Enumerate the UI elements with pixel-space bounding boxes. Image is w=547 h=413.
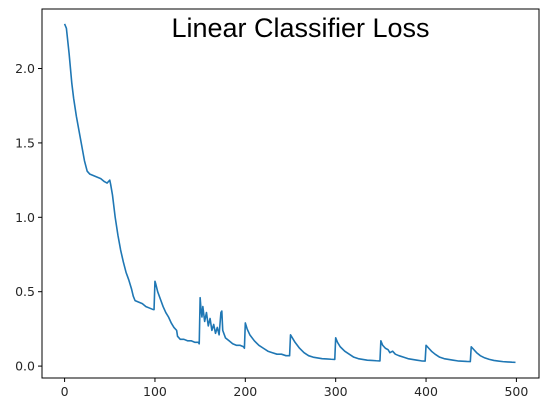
y-tick-label: 1.5 <box>15 135 35 150</box>
y-tick-label: 2.0 <box>15 61 35 76</box>
x-tick-label: 500 <box>504 384 528 399</box>
x-tick-label: 300 <box>324 384 348 399</box>
chart-title: Linear Classifier Loss <box>171 13 429 43</box>
x-tick-label: 200 <box>233 384 257 399</box>
plot-area-frame <box>41 8 540 379</box>
y-tick-label: 0.0 <box>15 359 35 374</box>
x-tick-label: 400 <box>414 384 438 399</box>
y-axis: 0.0 0.5 1.0 1.5 2.0 <box>15 61 42 374</box>
y-tick-label: 1.0 <box>15 210 35 225</box>
x-axis: 0 100 200 300 400 500 <box>61 378 528 399</box>
loss-series-line <box>63 23 516 364</box>
y-tick-label: 0.5 <box>15 284 35 299</box>
x-tick-label: 100 <box>143 384 167 399</box>
x-tick-label: 0 <box>61 384 69 399</box>
